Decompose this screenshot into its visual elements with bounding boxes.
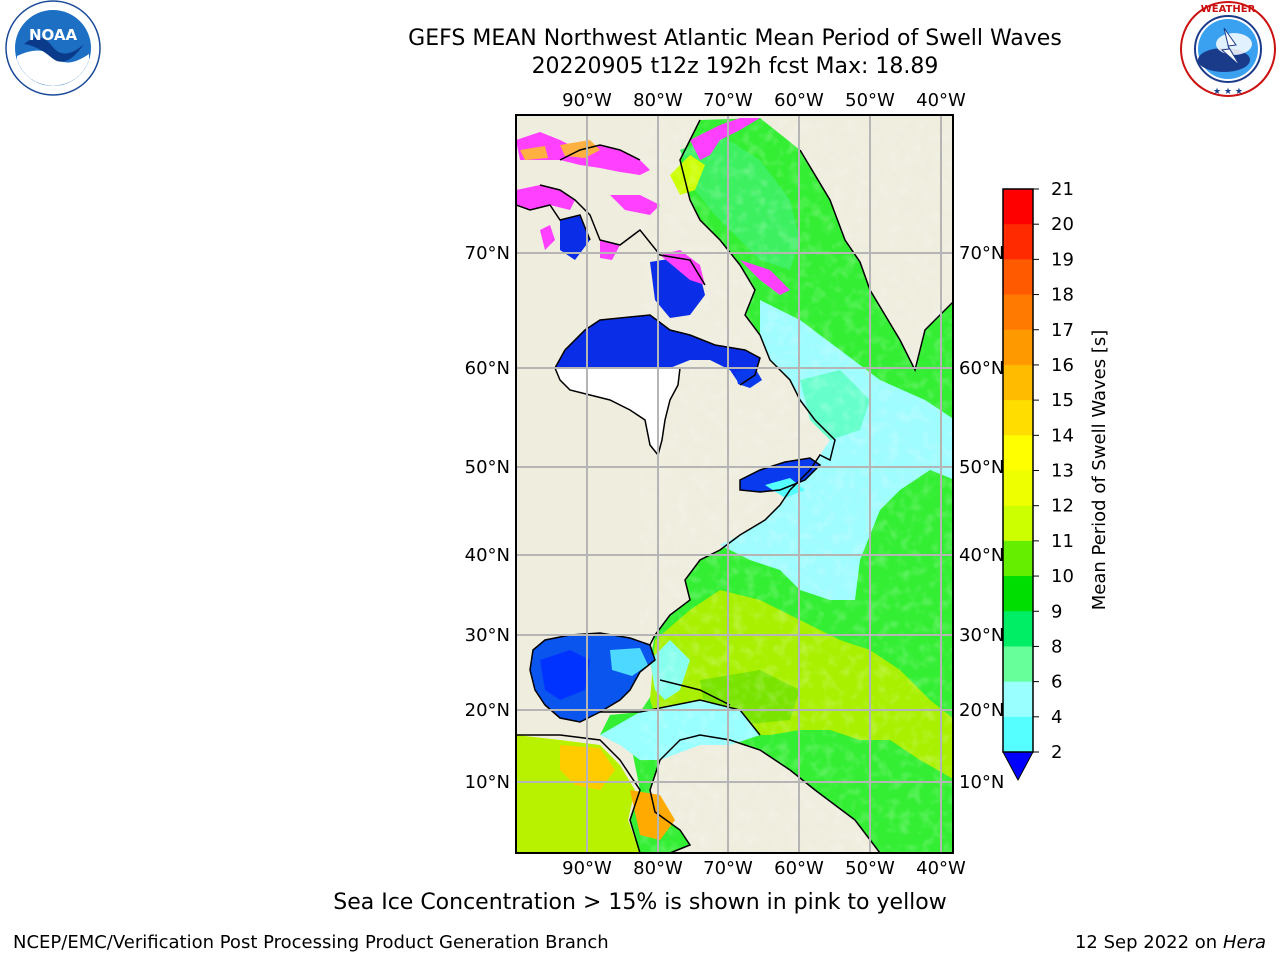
ocean-field bbox=[600, 118, 953, 853]
lat-label: 50°N bbox=[465, 457, 510, 478]
lon-labels-bottom: 90°W 80°W 70°W 60°W 50°W 40°W bbox=[562, 858, 966, 879]
colorbar-tick-label: 19 bbox=[1051, 249, 1074, 270]
chart-subtitle: 20220905 t12z 192h fcst Max: 18.89 bbox=[531, 54, 939, 79]
colorbar-tick-label: 12 bbox=[1051, 496, 1074, 517]
lat-labels-left: 70°N 60°N 50°N 40°N 30°N 20°N 10°N bbox=[465, 243, 510, 793]
lon-label: 40°W bbox=[916, 90, 966, 111]
colorbar-tick-label: 14 bbox=[1051, 425, 1074, 446]
lon-labels-top: 90°W 80°W 70°W 60°W 50°W 40°W bbox=[562, 90, 966, 111]
lat-labels-right: 70°N 60°N 50°N 40°N 30°N 20°N 10°N bbox=[959, 243, 1004, 793]
lon-label: 90°W bbox=[562, 90, 612, 111]
colorbar-tick-label: 13 bbox=[1051, 461, 1074, 482]
gridlines bbox=[516, 115, 953, 853]
colorbar-tick-label: 8 bbox=[1051, 636, 1062, 657]
colorbar-segment bbox=[1003, 294, 1033, 331]
colorbar-label: Mean Period of Swell Waves [s] bbox=[1089, 330, 1110, 611]
colorbar-tick-label: 21 bbox=[1051, 179, 1074, 200]
colorbar-segment bbox=[1003, 681, 1033, 718]
machine-label: Hera bbox=[1222, 932, 1266, 953]
colorbar-tick-label: 18 bbox=[1051, 285, 1074, 306]
lon-label: 80°W bbox=[633, 90, 683, 111]
lon-label: 60°W bbox=[774, 858, 824, 879]
chart-title: GEFS MEAN Northwest Atlantic Mean Period… bbox=[408, 26, 1062, 51]
colorbar-segment bbox=[1003, 646, 1033, 683]
lat-label: 30°N bbox=[959, 625, 1004, 646]
lat-label: 40°N bbox=[959, 545, 1004, 566]
colorbar-tick-label: 15 bbox=[1051, 390, 1074, 411]
lon-label: 80°W bbox=[633, 858, 683, 879]
colorbar-segment bbox=[1003, 435, 1033, 471]
colorbar-segment bbox=[1003, 716, 1033, 753]
lat-label: 10°N bbox=[465, 772, 510, 793]
lon-label: 50°W bbox=[845, 90, 895, 111]
noaa-logo-icon: NOAA bbox=[0, 0, 106, 100]
colorbar-tick-label: 2 bbox=[1051, 742, 1062, 763]
noaa-text: NOAA bbox=[29, 26, 78, 44]
sw-corner-orange2 bbox=[630, 790, 675, 840]
lat-label: 60°N bbox=[465, 358, 510, 379]
gulf-deep bbox=[540, 650, 590, 700]
coastlines bbox=[516, 119, 953, 853]
colorbar-tick-label: 9 bbox=[1051, 601, 1062, 622]
foxe-basin bbox=[560, 215, 590, 260]
colorbar-extend-arrow bbox=[1002, 751, 1034, 782]
colorbar-segment bbox=[1003, 540, 1033, 577]
colorbar-segment bbox=[1003, 329, 1033, 366]
lat-label: 20°N bbox=[465, 700, 510, 721]
colorbar-segment bbox=[1003, 470, 1033, 507]
colorbar-segment bbox=[1003, 224, 1033, 260]
colorbar-segment bbox=[1003, 505, 1033, 542]
lat-label: 60°N bbox=[959, 358, 1004, 379]
lat-label: 70°N bbox=[959, 243, 1004, 264]
colorbar-tick-label: 11 bbox=[1051, 531, 1074, 552]
lat-label: 30°N bbox=[465, 625, 510, 646]
lat-label: 70°N bbox=[465, 243, 510, 264]
sea-ice bbox=[516, 118, 790, 295]
date-text: 12 Sep 2022 on Hera bbox=[1075, 932, 1266, 953]
colorbar-segment bbox=[1003, 400, 1033, 436]
colorbar-segment bbox=[1003, 189, 1033, 225]
date-label: 12 Sep 2022 on bbox=[1074, 932, 1218, 953]
lat-label: 10°N bbox=[959, 772, 1004, 793]
lat-label: 50°N bbox=[959, 457, 1004, 478]
svg-text:WEATHER: WEATHER bbox=[1201, 4, 1256, 15]
lon-label: 70°W bbox=[703, 858, 753, 879]
lat-label: 40°N bbox=[465, 545, 510, 566]
colorbar-tick-label: 20 bbox=[1051, 214, 1074, 235]
credit-text: NCEP/EMC/Verification Post Processing Pr… bbox=[13, 932, 609, 953]
colorbar-tick-label: 17 bbox=[1051, 320, 1074, 341]
colorbar-tick-label: 10 bbox=[1051, 566, 1074, 587]
colorbar-segment bbox=[1003, 259, 1033, 296]
colorbar-tick-label: 16 bbox=[1051, 355, 1074, 376]
map-area bbox=[516, 115, 953, 853]
colorbar: 21 20 19 18 17 16 15 14 13 12 11 10 9 8 6 4 2 bbox=[1002, 179, 1074, 782]
map-frame bbox=[515, 114, 954, 854]
colorbar-segment bbox=[1003, 364, 1033, 401]
colorbar-tick-label: 6 bbox=[1051, 672, 1062, 693]
lon-label: 90°W bbox=[562, 858, 612, 879]
lon-label: 60°W bbox=[774, 90, 824, 111]
lon-label: 40°W bbox=[916, 858, 966, 879]
colorbar-tick-label: 4 bbox=[1051, 707, 1062, 728]
lon-label: 70°W bbox=[703, 90, 753, 111]
lat-label: 20°N bbox=[959, 700, 1004, 721]
colorbar-segment bbox=[1003, 576, 1033, 612]
colorbar-segment bbox=[1003, 611, 1033, 647]
nws-logo-icon: WEATHER ★ ★ ★ bbox=[1176, 0, 1280, 100]
lon-label: 50°W bbox=[845, 858, 895, 879]
sea-ice-note: Sea Ice Concentration > 15% is shown in … bbox=[333, 890, 947, 915]
svg-text:★ ★ ★: ★ ★ ★ bbox=[1213, 87, 1243, 97]
gulf-cyan bbox=[610, 648, 648, 676]
